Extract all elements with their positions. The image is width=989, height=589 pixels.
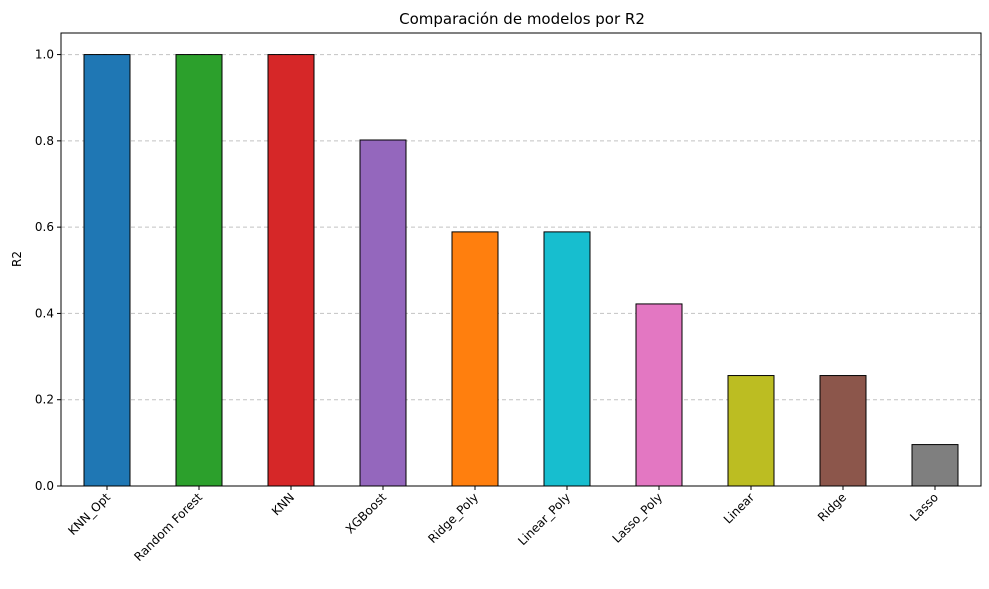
y-axis-ticks: 0.0 0.2 0.4 0.6 0.8 1.0 bbox=[35, 48, 61, 493]
plot-frame bbox=[60, 32, 982, 487]
bar-random-forest bbox=[175, 54, 223, 487]
x-tick-label: Lasso_Poly bbox=[610, 490, 665, 545]
bar-linear-poly bbox=[543, 231, 591, 487]
y-tick-label: 1.0 bbox=[35, 48, 54, 62]
bar-lasso bbox=[911, 444, 959, 487]
bar-lasso-poly bbox=[635, 303, 683, 487]
y-tick-label: 0.8 bbox=[35, 134, 54, 148]
bar-xgboost bbox=[359, 139, 407, 487]
bars bbox=[83, 54, 959, 487]
bar-knn-opt bbox=[83, 54, 131, 487]
y-axis-label: R2 bbox=[10, 251, 24, 267]
x-tick-label: XGBoost bbox=[343, 490, 389, 536]
x-tick-label: Ridge bbox=[815, 490, 849, 524]
y-tick-label: 0.2 bbox=[35, 393, 54, 407]
y-tick-label: 0.0 bbox=[35, 479, 54, 493]
chart-title: Comparación de modelos por R2 bbox=[399, 10, 645, 28]
x-tick-label: Linear bbox=[721, 490, 757, 526]
y-tick-label: 0.6 bbox=[35, 220, 54, 234]
bar-linear bbox=[727, 375, 775, 487]
x-tick-label: KNN_Opt bbox=[65, 490, 113, 538]
x-tick-label: Ridge_Poly bbox=[425, 490, 481, 546]
y-tick-label: 0.4 bbox=[35, 306, 54, 320]
x-tick-label: Random Forest bbox=[131, 490, 205, 564]
x-axis-ticks: KNN_Opt Random Forest KNN XGBoost Ridge_Poly… bbox=[65, 486, 941, 564]
x-tick-label: Lasso bbox=[907, 490, 941, 524]
bar-ridge-poly bbox=[451, 231, 499, 487]
bar-ridge bbox=[819, 375, 867, 487]
x-tick-label: Linear_Poly bbox=[515, 490, 573, 548]
bar-knn bbox=[267, 54, 315, 487]
x-tick-label: KNN bbox=[269, 490, 297, 518]
